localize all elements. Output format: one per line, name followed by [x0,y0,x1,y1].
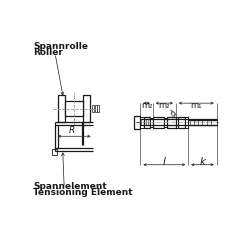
Bar [185,117,188,128]
Bar [140,117,143,128]
Bar [144,117,150,128]
Bar [97,106,99,112]
Bar [176,117,178,128]
Bar [95,106,96,112]
Bar [178,117,185,128]
Bar [65,101,84,116]
Bar [134,116,140,128]
Bar [84,96,90,122]
Text: Spannrolle: Spannrolle [34,42,88,51]
Text: l: l [163,157,166,167]
Text: m₂: m₂ [141,101,152,110]
Text: Roller: Roller [34,48,63,57]
Text: m₁: m₁ [190,101,202,110]
Text: m₂: m₂ [159,101,170,110]
Bar [58,96,65,122]
Text: k: k [200,157,205,167]
Text: Tensioning Element: Tensioning Element [34,188,133,197]
Text: d: d [168,109,179,118]
Bar [164,118,166,127]
Text: R: R [69,126,75,135]
Bar [92,106,94,112]
Bar [166,117,176,128]
Bar [52,148,56,155]
Bar [153,117,164,128]
Bar [150,118,153,127]
Text: Spannelement: Spannelement [34,182,107,192]
